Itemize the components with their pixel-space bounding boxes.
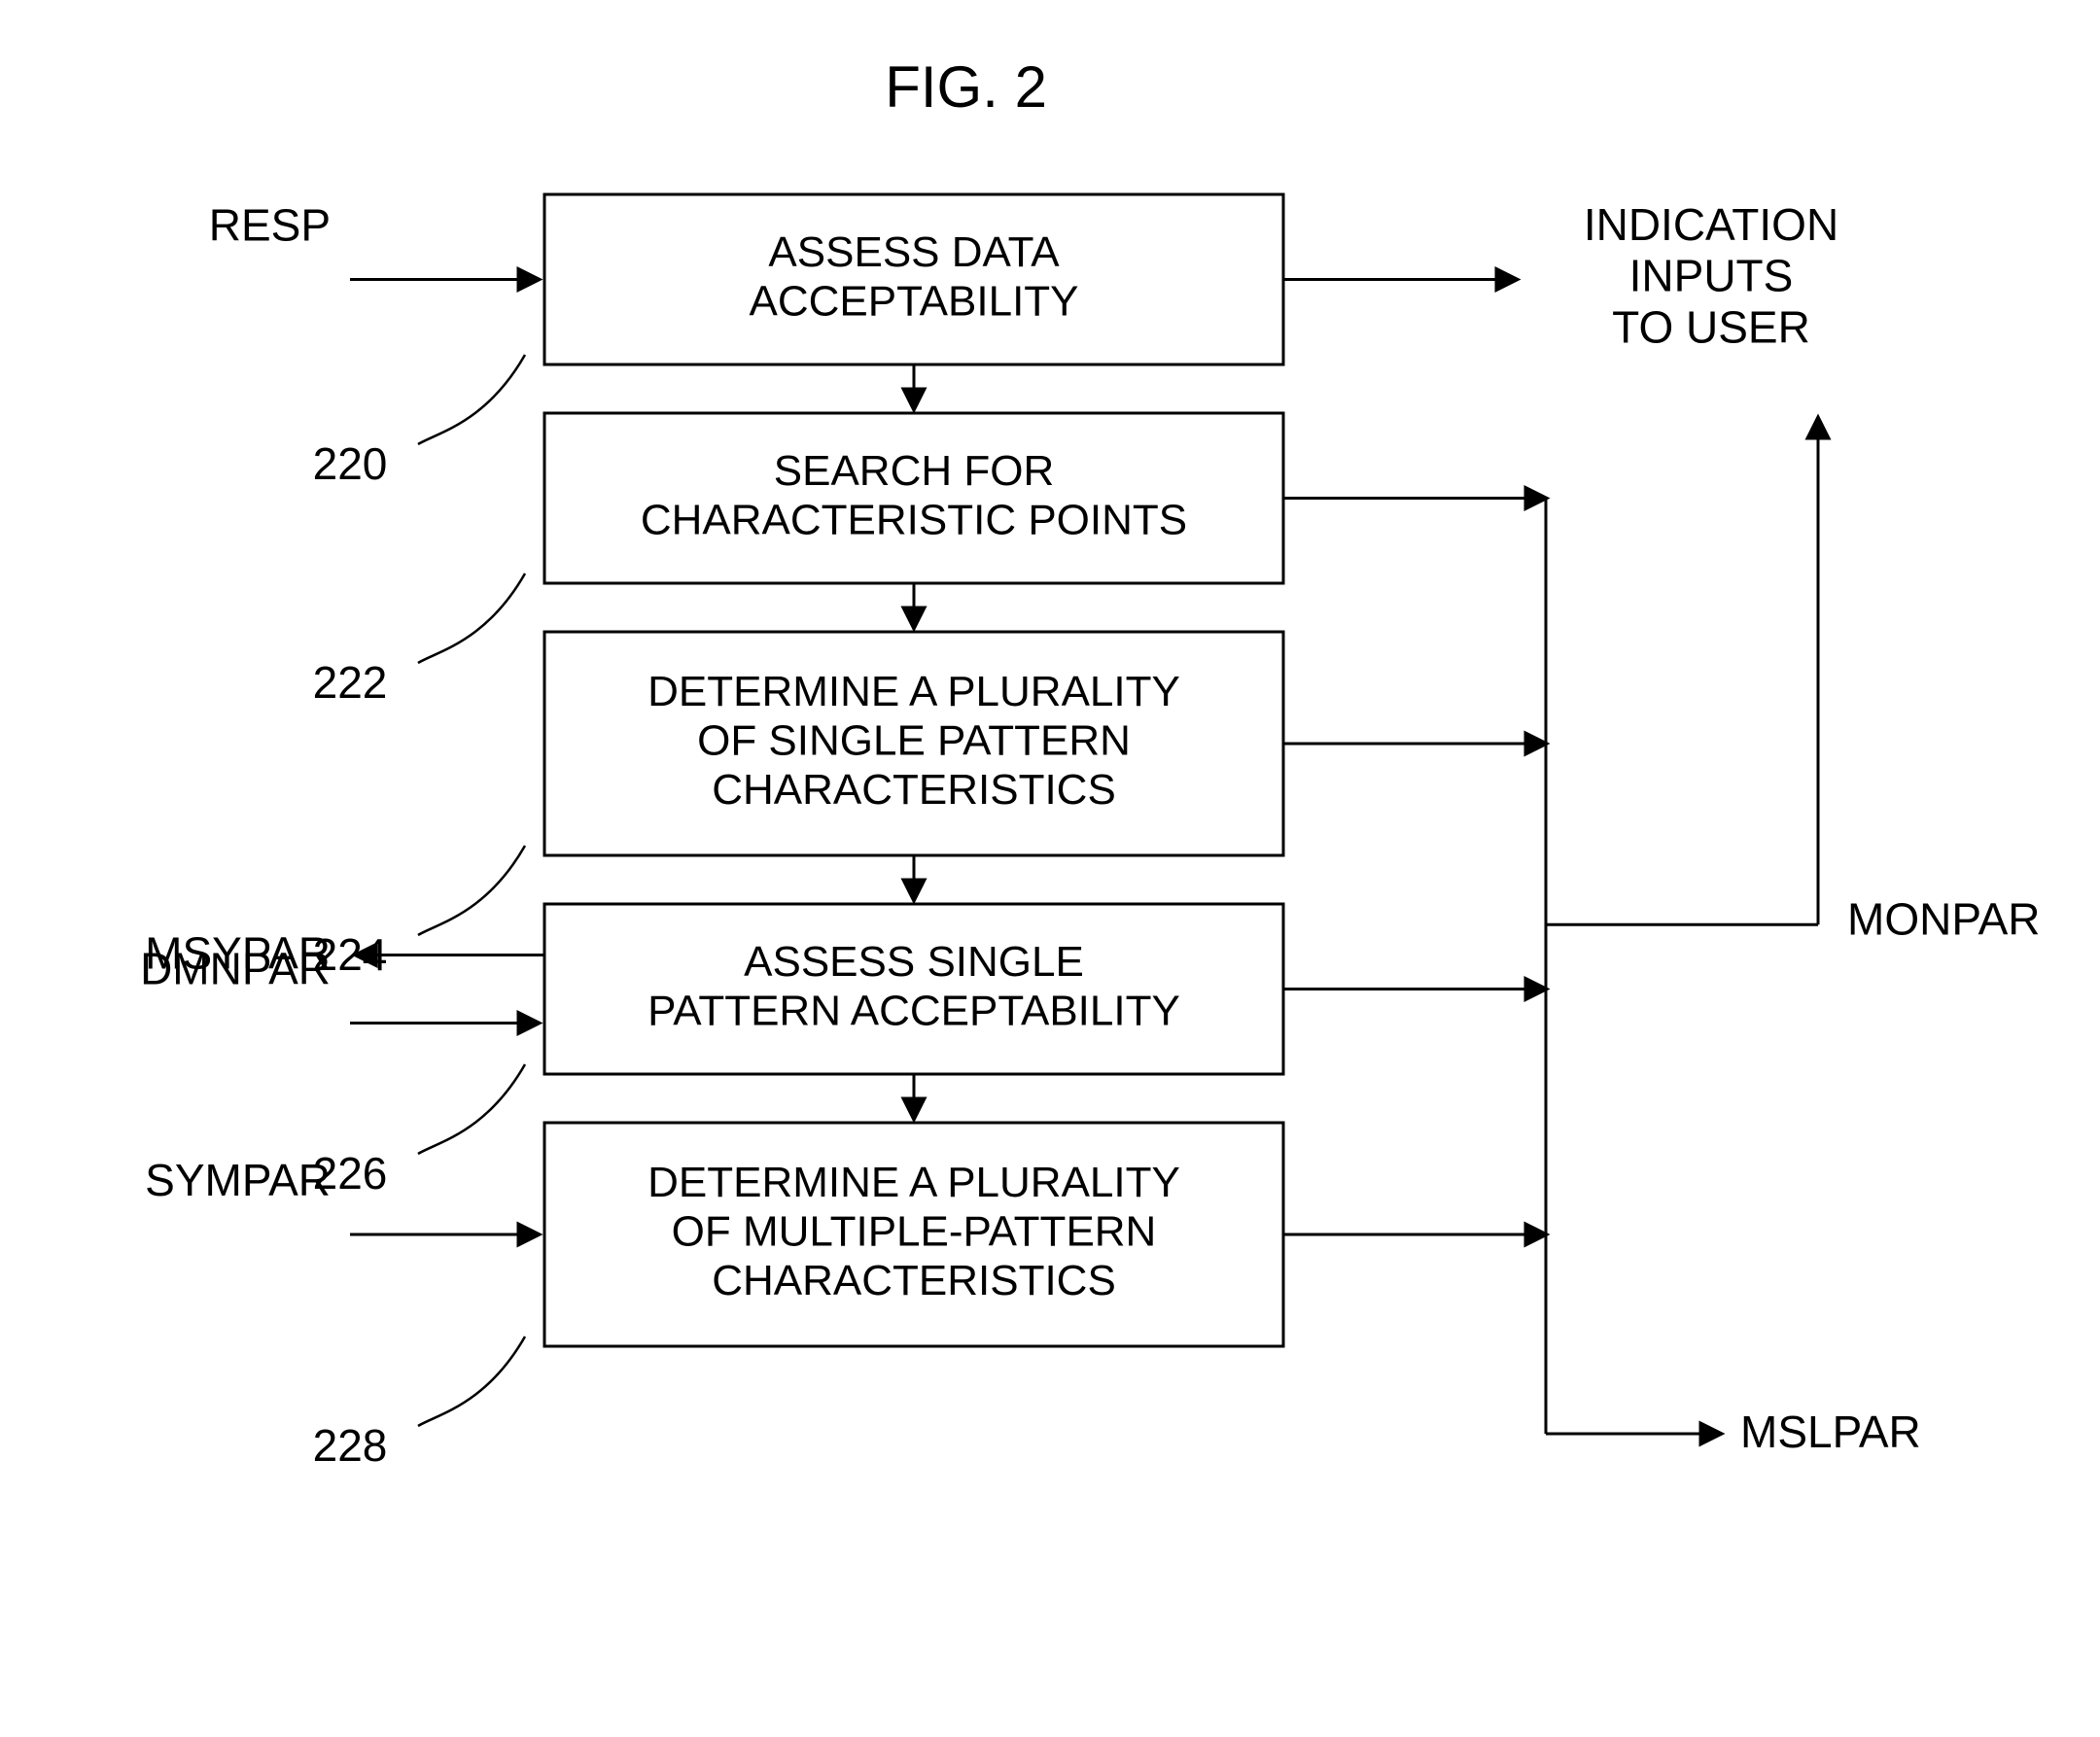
svg-text:ACCEPTABILITY: ACCEPTABILITY: [749, 277, 1078, 325]
ref-num-220: 220: [313, 438, 388, 489]
svg-text:INPUTS: INPUTS: [1629, 251, 1794, 301]
svg-text:DETERMINE A PLURALITY: DETERMINE A PLURALITY: [648, 1159, 1180, 1206]
ref-num-228: 228: [313, 1420, 388, 1471]
ref-num-222: 222: [313, 657, 388, 708]
svg-text:OF SINGLE PATTERN: OF SINGLE PATTERN: [697, 717, 1131, 765]
svg-text:OF MULTIPLE-PATTERN: OF MULTIPLE-PATTERN: [672, 1208, 1157, 1256]
output-label-indication: INDICATIONINPUTSTO USER: [1584, 199, 1838, 353]
svg-text:PATTERN ACCEPTABILITY: PATTERN ACCEPTABILITY: [648, 987, 1180, 1034]
process-label-224: DETERMINE A PLURALITYOF SINGLE PATTERNCH…: [648, 668, 1180, 814]
svg-text:ASSESS DATA: ASSESS DATA: [768, 228, 1060, 276]
sympar-label: SYMPAR: [145, 1155, 331, 1205]
process-label-220: ASSESS DATAACCEPTABILITY: [749, 228, 1078, 326]
svg-text:CHARACTERISTICS: CHARACTERISTICS: [712, 1257, 1116, 1304]
mslpar-label: MSLPAR: [1740, 1407, 1921, 1457]
figure-2: FIG. 2 ASSESS DATAACCEPTABILITY SEARCH FOR…: [0, 0, 2100, 1737]
monpar-label: MONPAR: [1847, 893, 2041, 944]
ref-num-226: 226: [313, 1148, 388, 1199]
process-label-228: DETERMINE A PLURALITYOF MULTIPLE-PATTERN…: [648, 1159, 1180, 1304]
svg-text:SEARCH FOR: SEARCH FOR: [774, 447, 1054, 495]
ref-leader-220: [418, 355, 525, 444]
resp-label: RESP: [209, 200, 331, 251]
svg-text:TO USER: TO USER: [1612, 302, 1810, 353]
svg-text:ASSESS SINGLE: ASSESS SINGLE: [744, 938, 1084, 986]
ref-leader-222: [418, 573, 525, 663]
svg-text:INDICATION: INDICATION: [1584, 199, 1838, 250]
ref-num-224: 224: [313, 929, 388, 980]
svg-text:CHARACTERISTIC POINTS: CHARACTERISTIC POINTS: [641, 496, 1187, 543]
ref-leader-228: [418, 1337, 525, 1426]
svg-text:DETERMINE A PLURALITY: DETERMINE A PLURALITY: [648, 668, 1180, 715]
figure-title: FIG. 2: [885, 54, 1047, 120]
dmnpar-label: DMNPAR: [140, 944, 331, 994]
ref-leader-226: [418, 1064, 525, 1154]
svg-text:CHARACTERISTICS: CHARACTERISTICS: [712, 766, 1116, 814]
ref-leader-224: [418, 846, 525, 935]
